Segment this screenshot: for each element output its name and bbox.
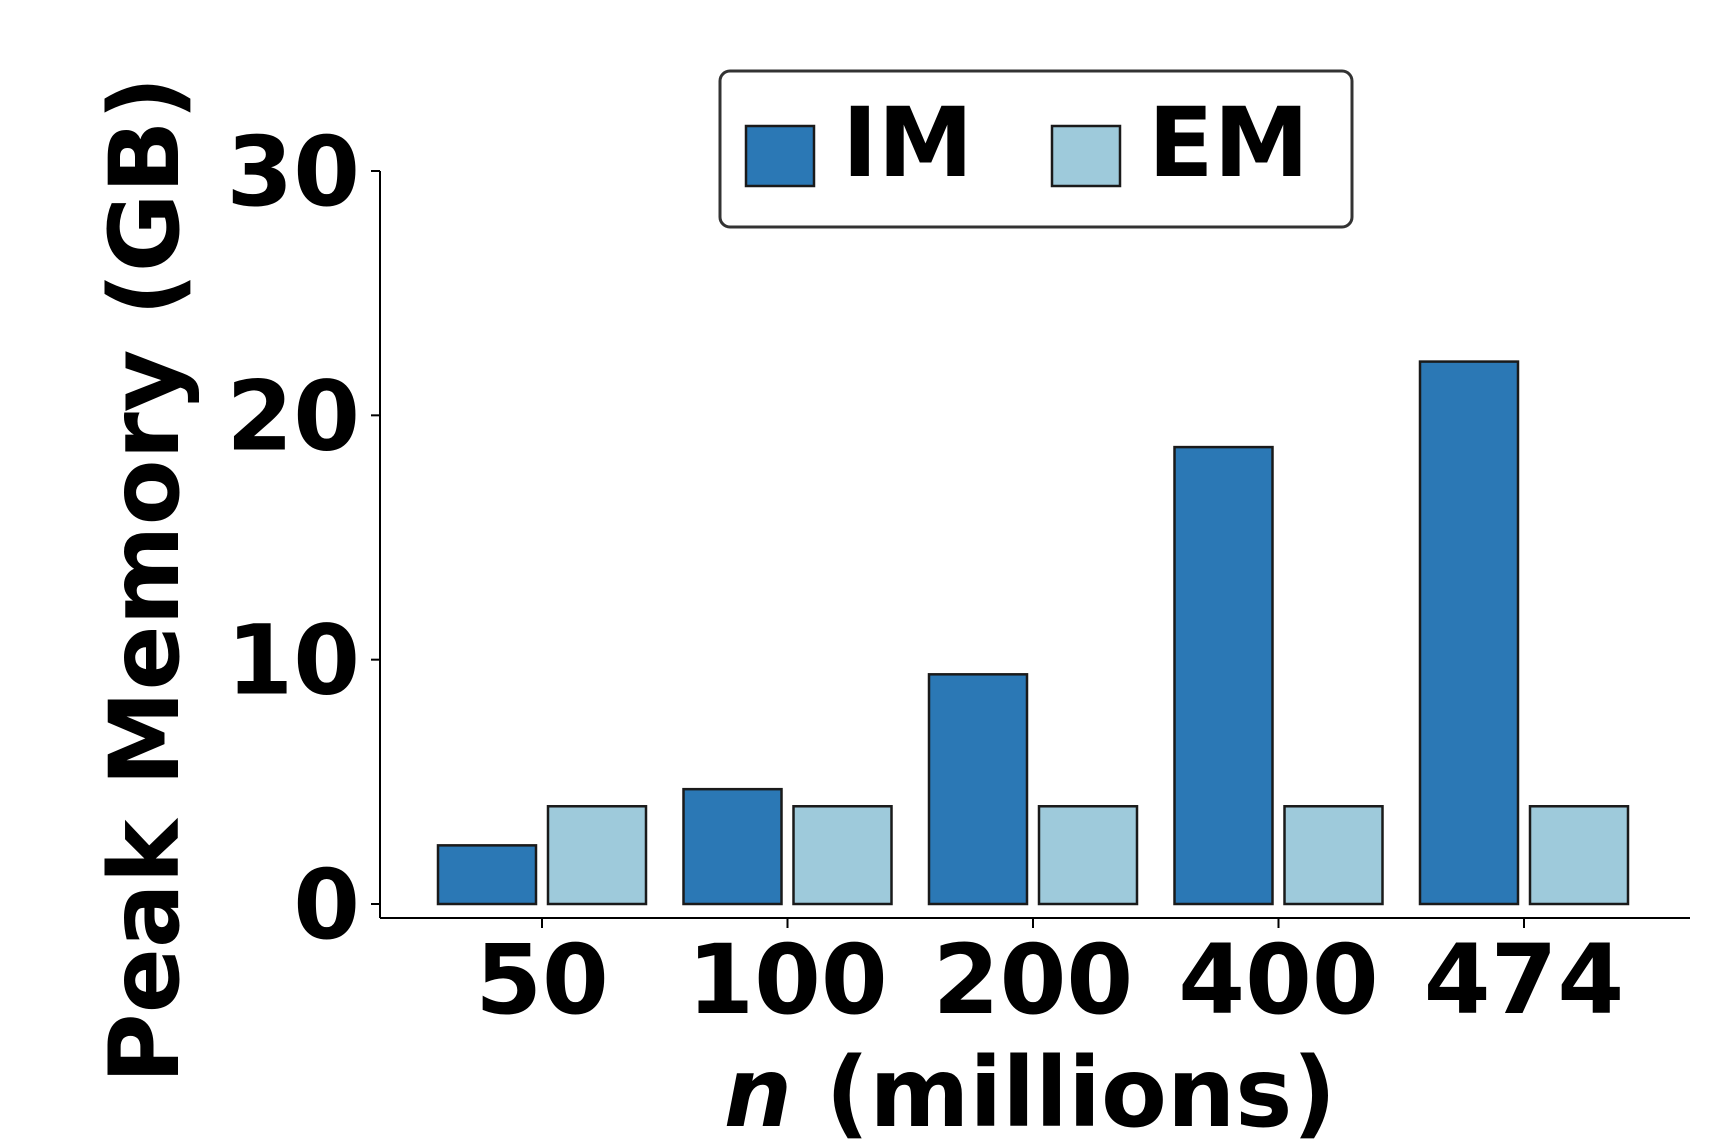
y-tick-label: 0 (293, 849, 360, 961)
bar-em-400 (1283, 805, 1384, 906)
legend-frame (718, 69, 1354, 229)
y-axis-ticks: 0 10 20 30 (226, 116, 380, 961)
y-tick-label: 20 (226, 360, 360, 472)
x-axis-ticks: 50 100 200 400 474 (475, 918, 1624, 1036)
bar-em-474 (1528, 805, 1630, 906)
y-axis-label: Peak Memory (GB) (89, 76, 201, 1083)
x-tick-label: 200 (933, 924, 1133, 1036)
legend-label-em: EM (1148, 87, 1309, 199)
legend-swatch-em (1050, 124, 1122, 188)
bar-im-50 (436, 844, 538, 906)
legend: IM EM (718, 69, 1354, 229)
legend-label-im: IM (842, 87, 973, 199)
x-axis-label-variable: n (724, 1037, 792, 1140)
x-axis-label-unit: (millions) (792, 1037, 1336, 1140)
plot-area (379, 171, 1690, 919)
y-tick-label: 10 (226, 605, 360, 717)
x-axis-label: n (millions) (724, 1037, 1337, 1140)
x-tick-label: 400 (1178, 924, 1378, 1036)
y-tick-label: 30 (226, 116, 360, 228)
bar-im-100 (682, 787, 783, 906)
bar-im-200 (927, 673, 1029, 906)
bar-im-400 (1173, 445, 1274, 906)
x-tick-label: 50 (475, 924, 609, 1036)
bar-em-200 (1037, 805, 1139, 906)
x-tick-label: 474 (1424, 924, 1624, 1036)
x-tick-label: 100 (687, 924, 887, 1036)
bar-em-100 (792, 805, 893, 906)
bar-em-50 (546, 805, 648, 906)
bar-im-474 (1418, 360, 1520, 906)
legend-swatch-im (744, 124, 816, 188)
